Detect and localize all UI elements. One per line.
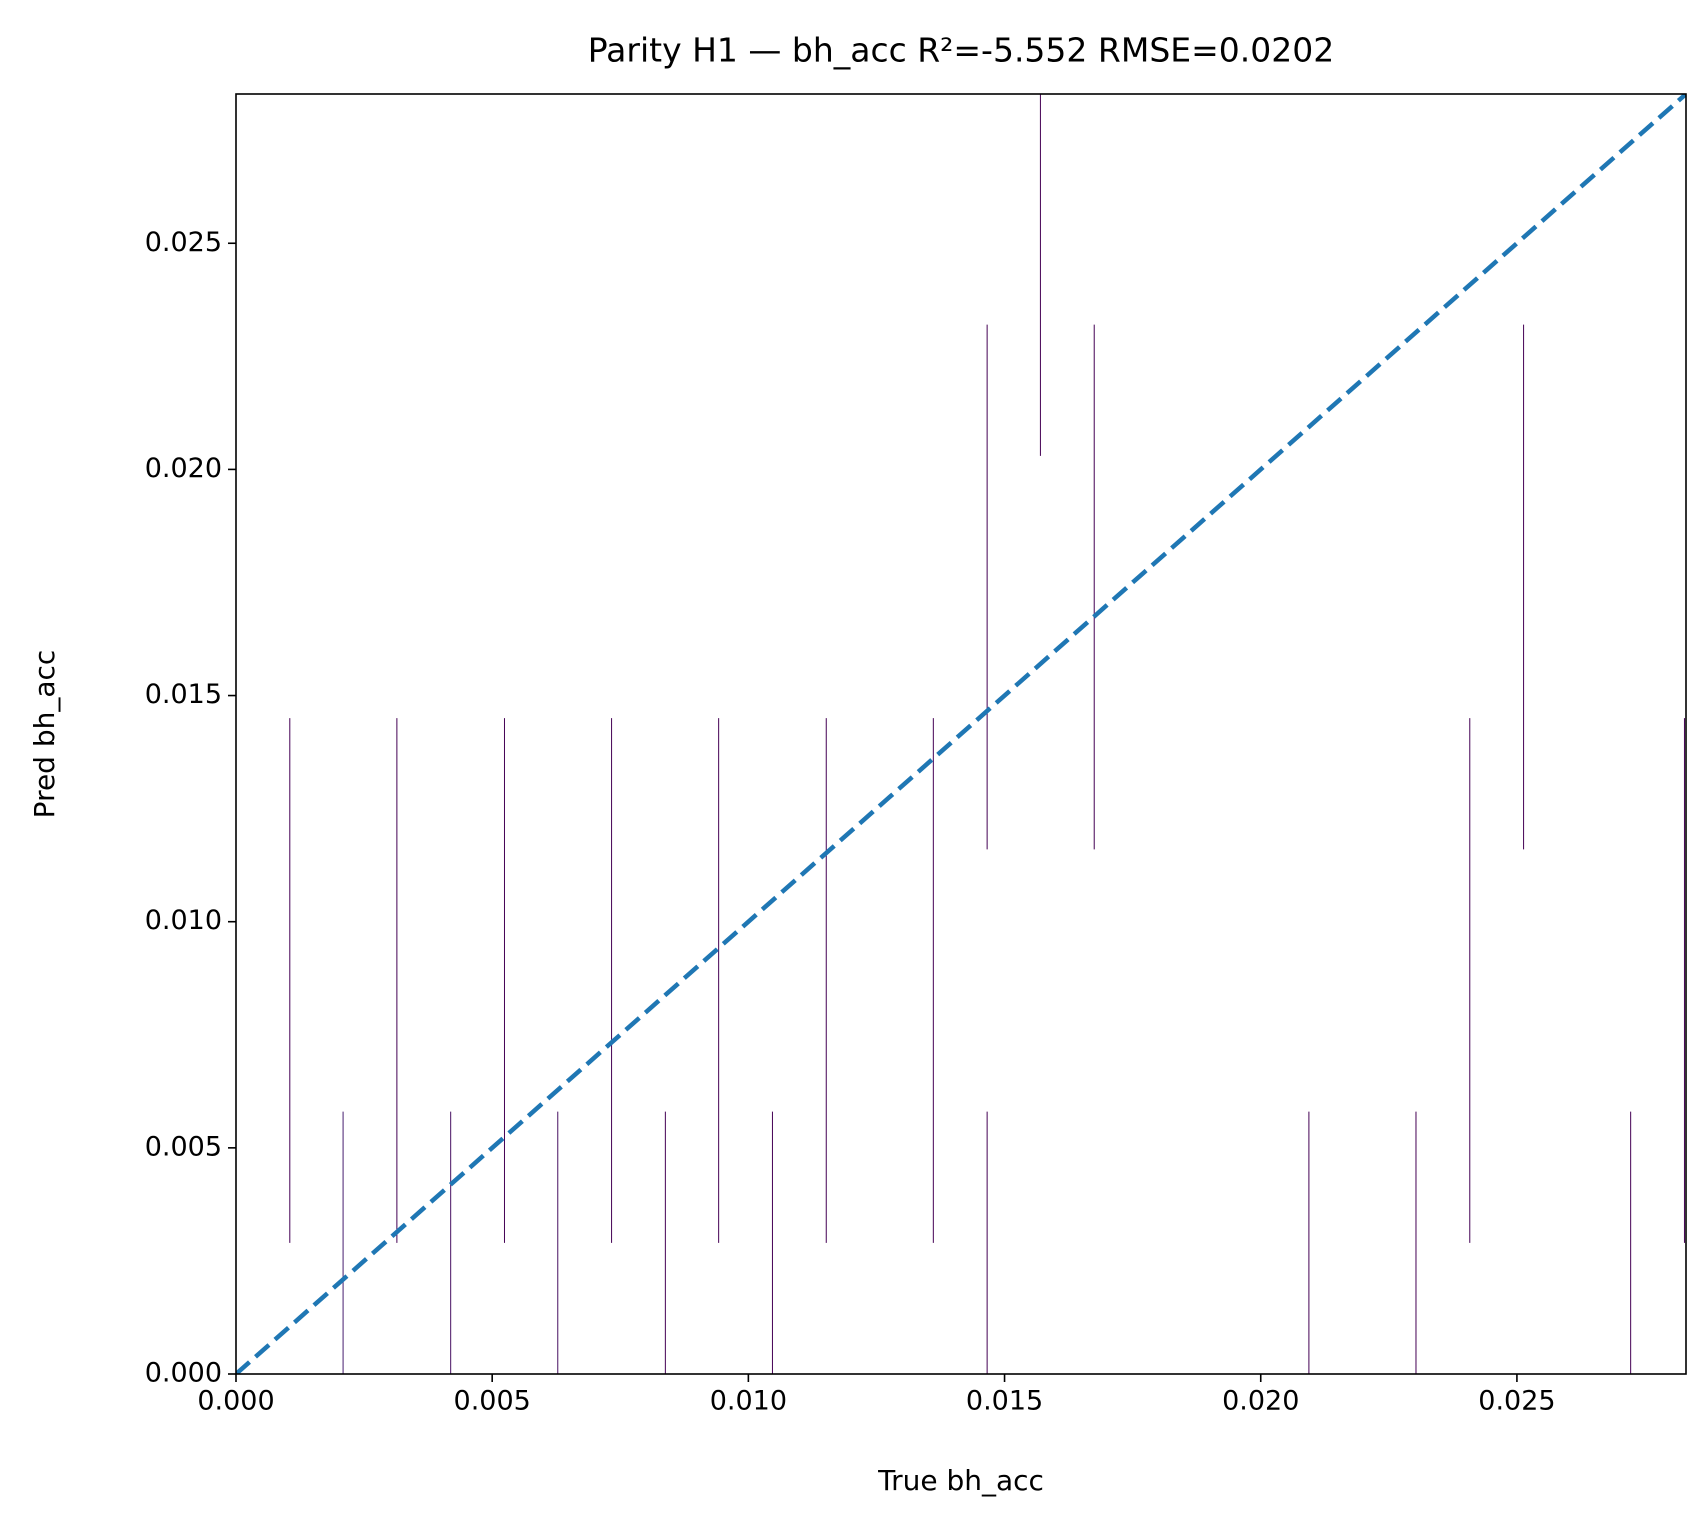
y-tick-label: 0.025 [145, 227, 222, 258]
x-axis-label: True bh_acc [877, 1464, 1044, 1497]
identity-line [236, 94, 1686, 1374]
x-tick-label: 0.020 [1222, 1386, 1299, 1417]
y-tick-label: 0.000 [145, 1358, 222, 1389]
x-tick-label: 0.005 [454, 1386, 531, 1417]
y-axis-label: Pred bh_acc [28, 650, 61, 819]
x-tick-label: 0.010 [710, 1386, 787, 1417]
chart-title: Parity H1 — bh_acc R²=-5.552 RMSE=0.0202 [588, 31, 1334, 70]
axes-frame [235, 93, 1687, 1375]
x-tick-label: 0.025 [1478, 1386, 1555, 1417]
y-tick-label: 0.010 [145, 905, 222, 936]
x-tick-label: 0.000 [197, 1386, 274, 1417]
plot-area [236, 94, 1686, 1374]
y-tick-label: 0.005 [145, 1131, 222, 1162]
y-tick-label: 0.015 [145, 679, 222, 710]
y-tick-label: 0.020 [145, 453, 222, 484]
x-tick-label: 0.015 [966, 1386, 1043, 1417]
